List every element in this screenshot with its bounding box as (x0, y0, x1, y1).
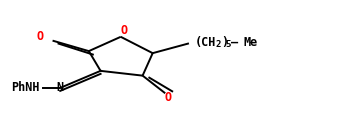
Text: (CH: (CH (195, 36, 216, 49)
Text: Me: Me (243, 36, 258, 49)
Text: ): ) (221, 36, 228, 49)
Text: PhNH: PhNH (12, 81, 40, 94)
Text: O: O (37, 30, 44, 43)
Text: O: O (164, 91, 172, 104)
Text: —: — (231, 36, 238, 49)
Text: O: O (121, 24, 128, 37)
Text: N: N (57, 81, 64, 94)
Text: 5: 5 (226, 40, 231, 49)
Text: 2: 2 (216, 40, 221, 49)
